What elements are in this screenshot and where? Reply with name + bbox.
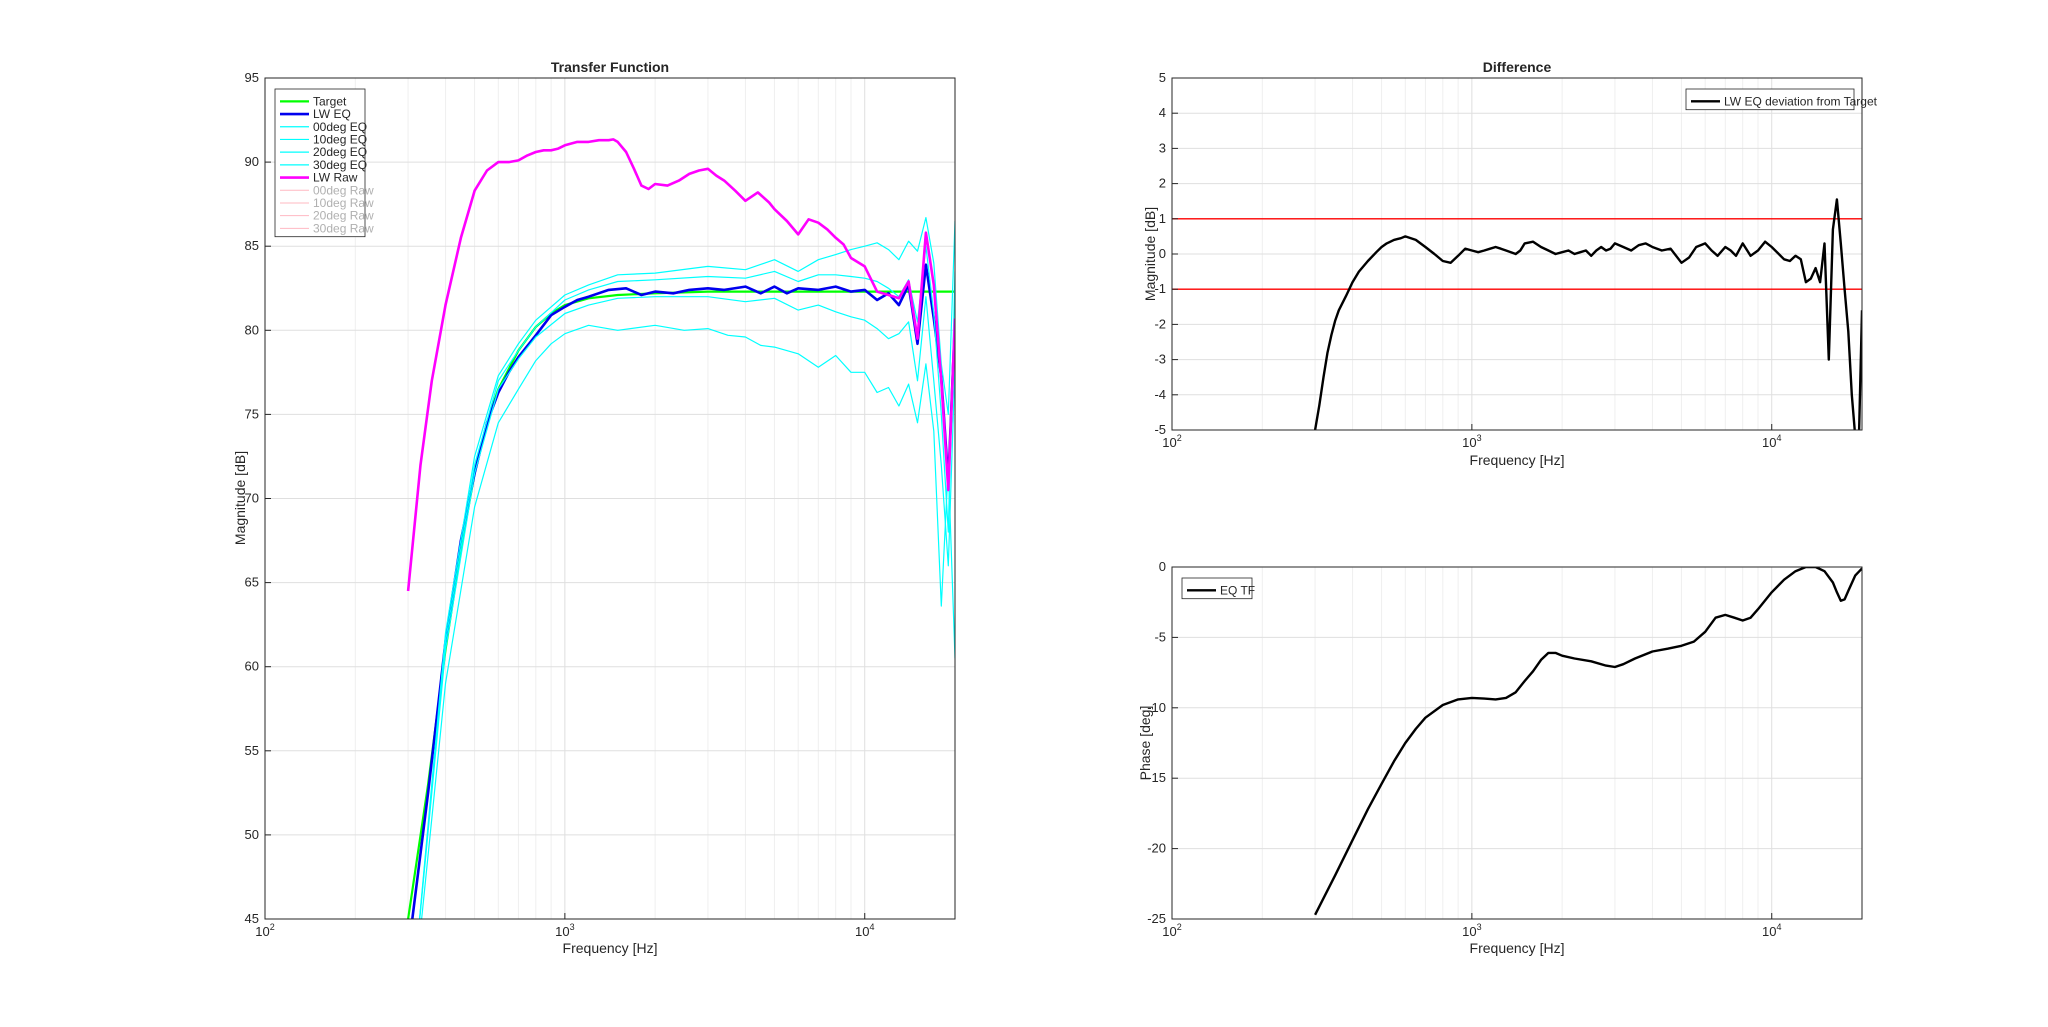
transfer-title: Transfer Function [551,59,669,75]
y-tick-label: 3 [1159,140,1166,155]
y-tick-label: 60 [245,659,259,674]
transfer-ylabel: Magnitude [dB] [232,451,248,545]
y-tick-label: 90 [245,154,259,169]
y-tick-label: 55 [245,743,259,758]
x-tick-label: 102 [255,922,274,939]
y-tick-label: 2 [1159,176,1166,191]
phase-legend: EQ TF [1181,577,1255,600]
legend-label: LW Raw [313,171,358,185]
y-tick-label: 0 [1159,246,1166,261]
legend-label: 20deg EQ [313,145,367,159]
x-tick-label: 104 [1762,433,1781,450]
x-tick-label: 104 [1762,922,1781,939]
y-tick-label: 95 [245,70,259,85]
series-line-00deg-eq [418,217,955,919]
phase-plot-frame [1171,566,1863,920]
legend-label: 20deg Raw [313,209,374,223]
y-tick-label: 0 [1159,559,1166,574]
legend-label: 10deg Raw [313,196,374,210]
y-tick-label: -1 [1154,281,1166,296]
y-tick-label: 75 [245,406,259,421]
y-tick-label: -4 [1154,387,1166,402]
legend-label: 30deg Raw [313,221,374,235]
legend-label: 30deg EQ [313,158,367,172]
series-line-30deg-eq [421,324,955,919]
series-line-lw-raw [406,138,955,592]
y-tick-label: 65 [245,575,259,590]
legend-label: LW EQ [313,107,351,121]
x-tick-label: 103 [1462,922,1481,939]
phase-ylabel: Phase [deg] [1137,706,1153,781]
y-tick-label: 85 [245,238,259,253]
transfer-function-axes: 45 50 55 60 65 70 75 80 85 90 95 102 103 104 Transfer… [232,59,956,956]
y-tick-label: -5 [1154,422,1166,437]
x-tick-label: 104 [855,922,874,939]
legend-label: 00deg Raw [313,183,374,197]
series-line-20deg-eq [419,296,955,919]
y-tick-label: 45 [245,911,259,926]
y-tick-label: -15 [1147,770,1166,785]
y-tick-label: -5 [1154,629,1166,644]
y-tick-label: -2 [1154,316,1166,331]
phase-plot-area [1172,567,1862,919]
series-line-lw-eq-deviation-from-target [1313,198,1862,430]
y-tick-label: 1 [1159,211,1166,226]
x-tick-label: 102 [1162,922,1181,939]
phase-xlabel: Frequency [Hz] [1470,940,1565,956]
legend-label: EQ TF [1220,583,1255,597]
legend-label: LW EQ deviation from Target [1724,94,1878,108]
transfer-xlabel: Frequency [Hz] [563,940,658,956]
x-tick-label: 103 [1462,433,1481,450]
x-tick-label: 103 [555,922,574,939]
difference-axes: -5 -4 -3 -2 -1 0 1 2 3 4 5 102 103 104 Difference Fre… [1142,59,1878,468]
legend-label: Target [313,94,347,108]
y-tick-label: -20 [1147,841,1166,856]
difference-legend: LW EQ deviation from Target [1685,88,1878,111]
y-tick-label: 5 [1159,70,1166,85]
y-tick-label: 70 [245,491,259,506]
y-tick-label: -3 [1154,352,1166,367]
y-tick-label: 50 [245,827,259,842]
difference-title: Difference [1483,59,1552,75]
y-tick-label: 80 [245,322,259,337]
legend-box [1685,88,1855,111]
difference-ylabel: Magnitude [dB] [1142,207,1158,301]
y-tick-label: 4 [1159,105,1166,120]
legend-label: 10deg EQ [313,132,367,146]
y-tick-label: -25 [1147,911,1166,926]
legend-label: 00deg EQ [313,120,367,134]
x-tick-label: 102 [1162,433,1181,450]
difference-xlabel: Frequency [Hz] [1470,452,1565,468]
legend-box [1181,577,1253,600]
y-tick-label: -10 [1147,700,1166,715]
series-line-eq-tf [1314,567,1862,916]
